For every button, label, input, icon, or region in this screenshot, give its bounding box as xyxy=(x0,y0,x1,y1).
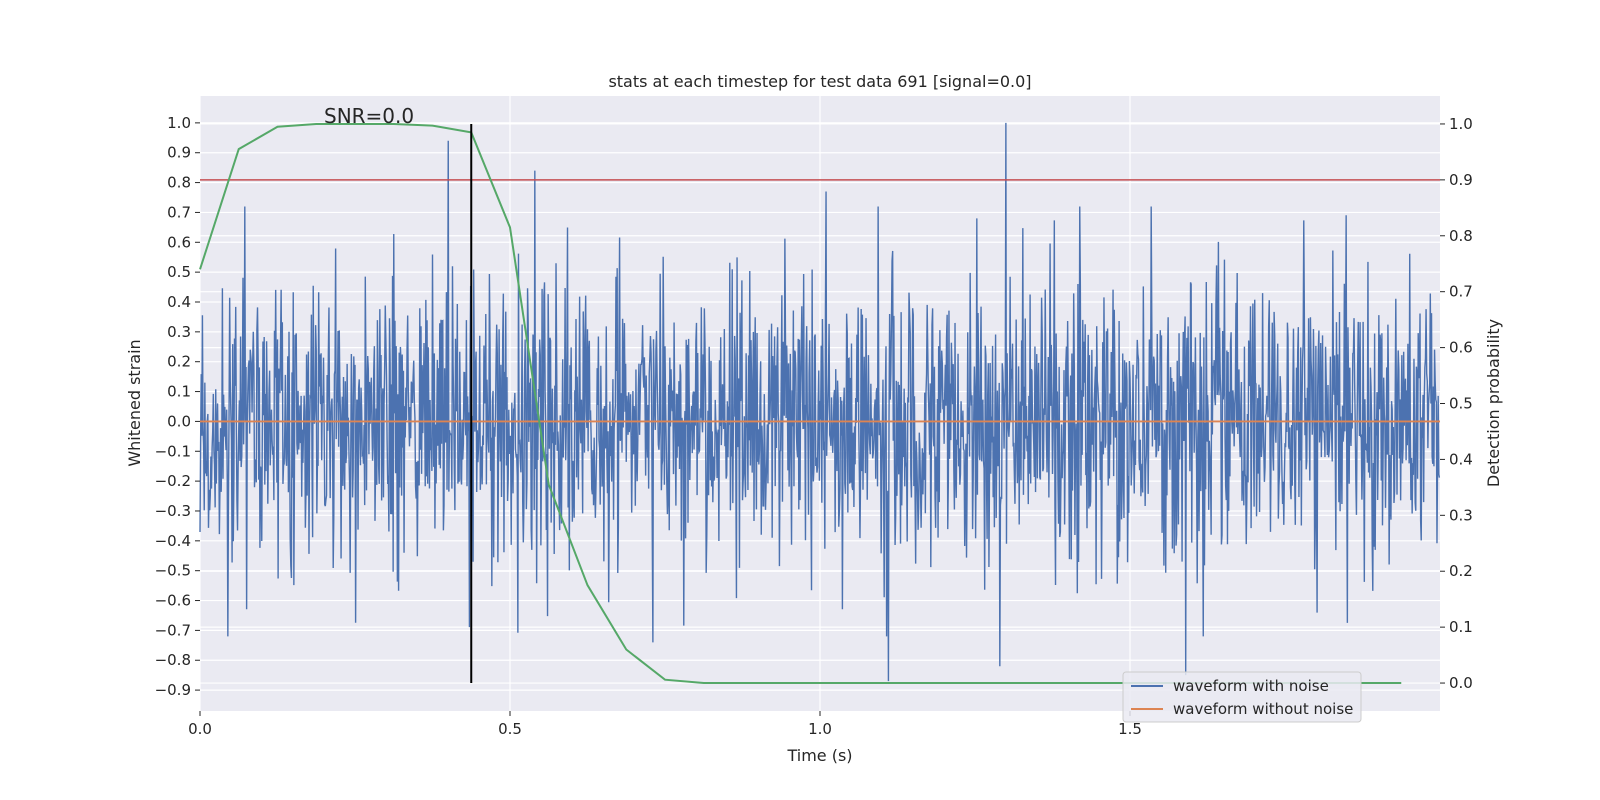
chart-title: stats at each timestep for test data 691… xyxy=(608,72,1031,91)
y-tick-label: −0.7 xyxy=(155,621,191,639)
y-tick-label: 0.8 xyxy=(167,174,191,192)
y2-tick-label: 0.1 xyxy=(1449,618,1473,636)
x-tick-label: 0.5 xyxy=(498,720,522,738)
y-tick-label: 0.5 xyxy=(167,263,191,281)
y-tick-label: 0.0 xyxy=(167,412,191,430)
y-tick-label: 0.3 xyxy=(167,323,191,341)
y-tick-label: −0.6 xyxy=(155,592,191,610)
y-axis-title: Whitened strain xyxy=(125,339,144,466)
x-tick-label: 0.0 xyxy=(188,720,212,738)
y-tick-label: 0.2 xyxy=(167,353,191,371)
tick-labels: 1.0 0.9 0.8 0.7 0.6 0.5 0.4 0.3 0.2 0.1 0.0 −0.1 −0.… xyxy=(155,114,1473,738)
y2-tick-label: 0.4 xyxy=(1449,450,1473,468)
snr-annotation: SNR=0.0 xyxy=(324,104,414,128)
y-tick-label: −0.1 xyxy=(155,442,191,460)
y2-tick-label: 0.0 xyxy=(1449,674,1473,692)
y2-tick-label: 0.7 xyxy=(1449,283,1473,301)
y-tick-label: −0.3 xyxy=(155,502,191,520)
y-tick-label: −0.9 xyxy=(155,681,191,699)
y2-tick-label: 1.0 xyxy=(1449,115,1473,133)
y-tick-label: 0.7 xyxy=(167,203,191,221)
y2-axis-title: Detection probability xyxy=(1484,319,1503,487)
y-tick-label: 0.1 xyxy=(167,383,191,401)
y2-tick-label: 0.5 xyxy=(1449,395,1473,413)
y-tick-label: 0.9 xyxy=(167,144,191,162)
y2-tick-label: 0.3 xyxy=(1449,506,1473,524)
x-axis-title: Time (s) xyxy=(786,746,852,765)
y2-tick-label: 0.8 xyxy=(1449,227,1473,245)
waveform-with-noise-layer xyxy=(199,122,1441,682)
y-tick-label: −0.5 xyxy=(155,562,191,580)
legend-label-clean: waveform without noise xyxy=(1173,700,1353,718)
y2-tick-label: 0.2 xyxy=(1449,562,1473,580)
legend-box xyxy=(1122,671,1362,723)
x-tick-label: 1.0 xyxy=(808,720,832,738)
y-tick-label: 0.4 xyxy=(167,293,191,311)
waveform-with-noise-line xyxy=(199,122,1441,682)
y2-tick-label: 0.6 xyxy=(1449,339,1473,357)
y2-tick-label: 0.9 xyxy=(1449,171,1473,189)
y-tick-label: 0.6 xyxy=(167,233,191,251)
x-tick-label: 1.5 xyxy=(1118,720,1142,738)
y-tick-label: −0.2 xyxy=(155,472,191,490)
y-tick-label: 1.0 xyxy=(167,114,191,132)
y-tick-label: −0.8 xyxy=(155,651,191,669)
y-tick-label: −0.4 xyxy=(155,532,191,550)
legend: waveform with noise waveform without noi… xyxy=(1122,671,1362,723)
legend-label-noise: waveform with noise xyxy=(1173,677,1329,695)
